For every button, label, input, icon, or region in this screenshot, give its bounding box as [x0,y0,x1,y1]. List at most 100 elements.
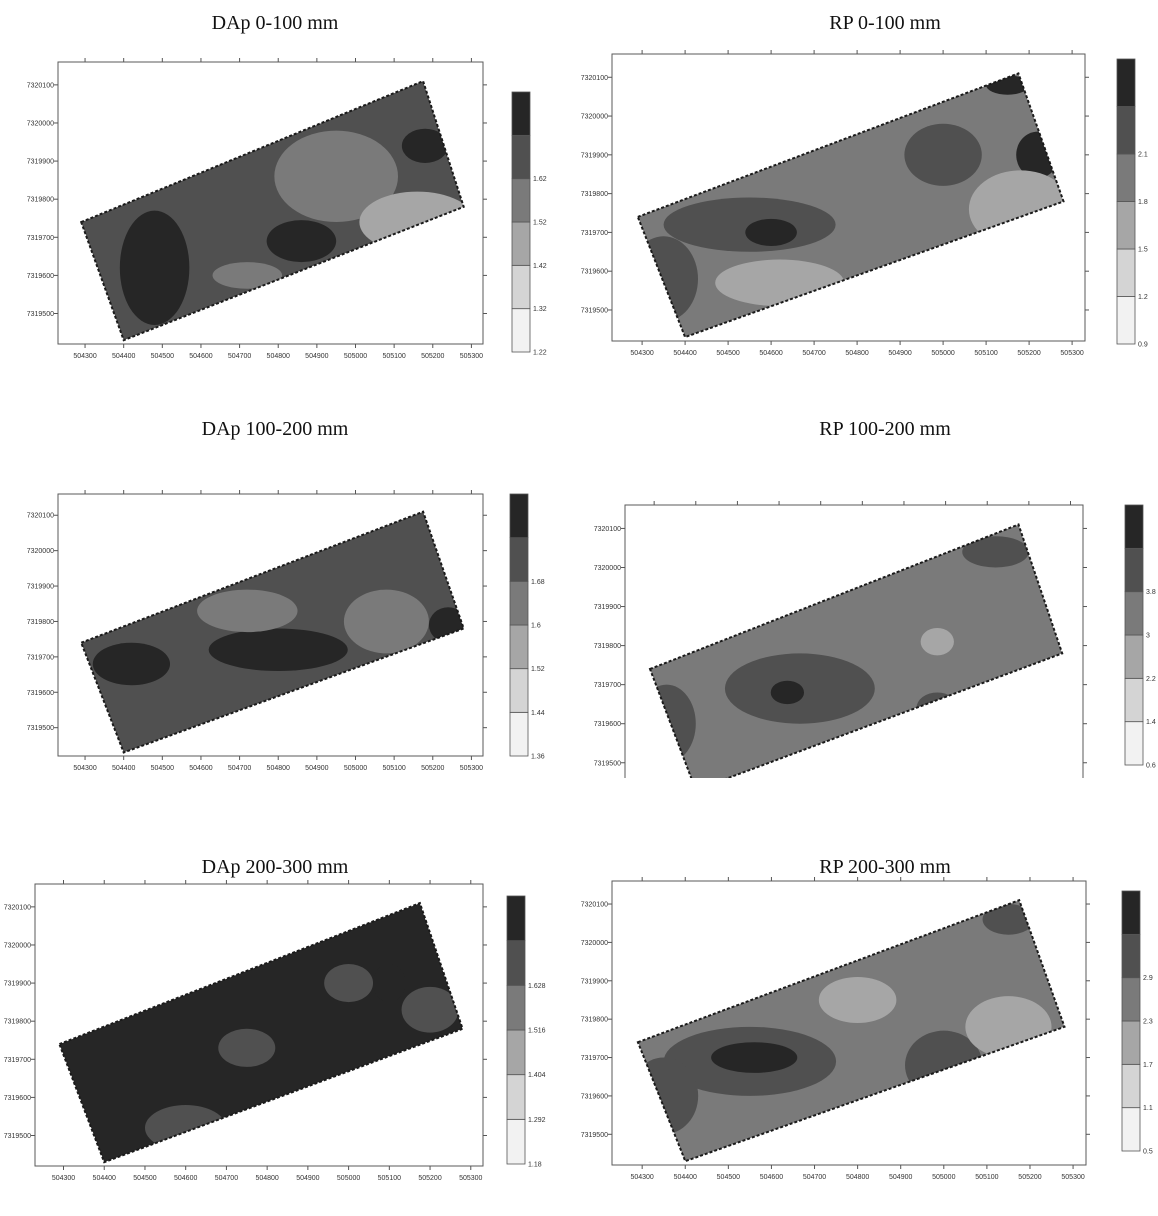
panel-dap-100-200: DAp 100-200 mm 504300 504400 504500 504600 5… [0,418,578,778]
legend-label: 1.44 [531,710,545,717]
legend-swatch [506,940,526,986]
x-tick-label: 504900 [305,765,328,772]
x-tick-label: 505100 [382,353,405,360]
legend-label: 1.42 [533,263,547,270]
x-tick-label: 505000 [932,1174,955,1181]
x-tick-label: 505000 [344,765,367,772]
y-tick-label: 7320000 [4,942,31,949]
x-tick-label: 504300 [630,350,653,357]
legend-label: 1.62 [533,176,547,183]
x-tick-label: 504800 [267,765,290,772]
contour-zone [212,262,283,289]
x-tick-label: 504700 [228,765,251,772]
panel-rp-200-300: RP 200-300 mm 504300 504400 504500 504600 50… [580,856,1158,1216]
x-tick-label: 504400 [673,350,696,357]
panel-title: RP 100-200 mm [819,418,951,440]
contour-fill [81,511,464,753]
y-tick-label: 7319600 [581,269,608,276]
legend-label: 1.404 [528,1072,546,1079]
legend-label: 0.5 [1143,1149,1153,1156]
x-tick-label: 504900 [305,353,328,360]
field-base [650,524,1063,778]
contour-zone [982,904,1035,935]
legend-swatch [506,1118,526,1165]
x-tick-label: 505300 [1061,1174,1084,1181]
x-tick-label: 504600 [174,1175,197,1182]
contour-zone [208,628,348,672]
legend-label: 1.2 [1138,294,1148,301]
x-tick-label: 505100 [975,1174,998,1181]
legend-label: 1.68 [531,579,545,586]
y-tick-label: 7320100 [594,526,621,533]
legend-label: 1.628 [528,983,546,990]
legend-swatch [1116,106,1136,155]
legend-label: 1.22 [533,350,547,357]
x-tick-label: 505200 [418,1175,441,1182]
x-tick-label: 504400 [112,765,135,772]
legend-swatch [509,493,529,539]
contour-map: 5043005044005045005046005047005048005049… [594,501,1156,778]
x-tick-label: 505100 [974,350,997,357]
y-tick-label: 7319900 [27,584,54,591]
panel-dap-0-100: DAp 0-100 mm 504300 504400 504500 504600 504… [0,12,578,372]
legend-swatch [511,308,531,353]
x-tick-label: 504800 [846,1174,869,1181]
y-tick-label: 7320100 [4,904,31,911]
field-base [637,900,1065,1162]
legend-swatch [1121,1020,1141,1065]
legend-label: 1.7 [1143,1062,1153,1069]
x-tick-label: 504300 [630,1174,653,1181]
legend-label: 1.1 [1143,1105,1153,1112]
x-tick-label: 504500 [716,350,739,357]
panel-dap-200-300: DAp 200-300 mm 504300 504400 504500 504600 5… [0,856,578,1216]
contour-zone [920,628,954,656]
x-tick-label: 504400 [93,1175,116,1182]
x-tick-label: 504300 [52,1175,75,1182]
x-tick-label: 504500 [717,1174,740,1181]
legend-swatch [509,580,529,626]
x-tick-label: 504700 [802,350,825,357]
legend-label: 1.18 [528,1162,542,1169]
y-tick-label: 7320000 [27,548,54,555]
legend-swatch [1116,58,1136,107]
x-tick-label: 505000 [931,350,954,357]
x-tick-label: 504600 [759,350,782,357]
legend-label: 1.32 [533,306,547,313]
legend-swatch [509,711,529,757]
y-tick-label: 7319500 [581,307,608,314]
x-tick-label: 505300 [459,1175,482,1182]
contour-zone [401,986,459,1033]
legend-label: 2.3 [1143,1019,1153,1026]
contour-zone [373,964,406,1003]
contour-zone [401,128,449,163]
y-tick-label: 7319900 [594,604,621,611]
y-tick-label: 7319600 [4,1095,31,1102]
y-tick-label: 7319700 [581,1055,608,1062]
y-tick-label: 7319900 [27,159,54,166]
x-tick-label: 504500 [133,1175,156,1182]
x-tick-label: 504800 [845,350,868,357]
legend-swatch [506,984,526,1031]
y-tick-label: 7319500 [27,311,54,318]
y-tick-label: 7319700 [27,654,54,661]
y-tick-label: 7319800 [27,619,54,626]
legend-swatch [1124,504,1144,549]
x-tick-label: 504500 [151,765,174,772]
field-boundary [79,510,465,754]
legend-label: 2.2 [1146,676,1156,683]
y-tick-label: 7319900 [581,978,608,985]
x-tick-label: 505200 [421,353,444,360]
legend-swatch [506,1029,526,1076]
legend-label: 1.52 [531,666,545,673]
legend-swatch [511,221,531,266]
contour-zone [266,220,337,263]
contour-zone [324,964,374,1003]
panel-rp-0-100: RP 0-100 mm 504300 504400 504500 504600 5047… [580,12,1158,372]
contour-zone [818,976,897,1023]
y-tick-label: 7319600 [27,273,54,280]
legend-swatch [1124,547,1144,593]
legend-swatch [1121,933,1141,979]
